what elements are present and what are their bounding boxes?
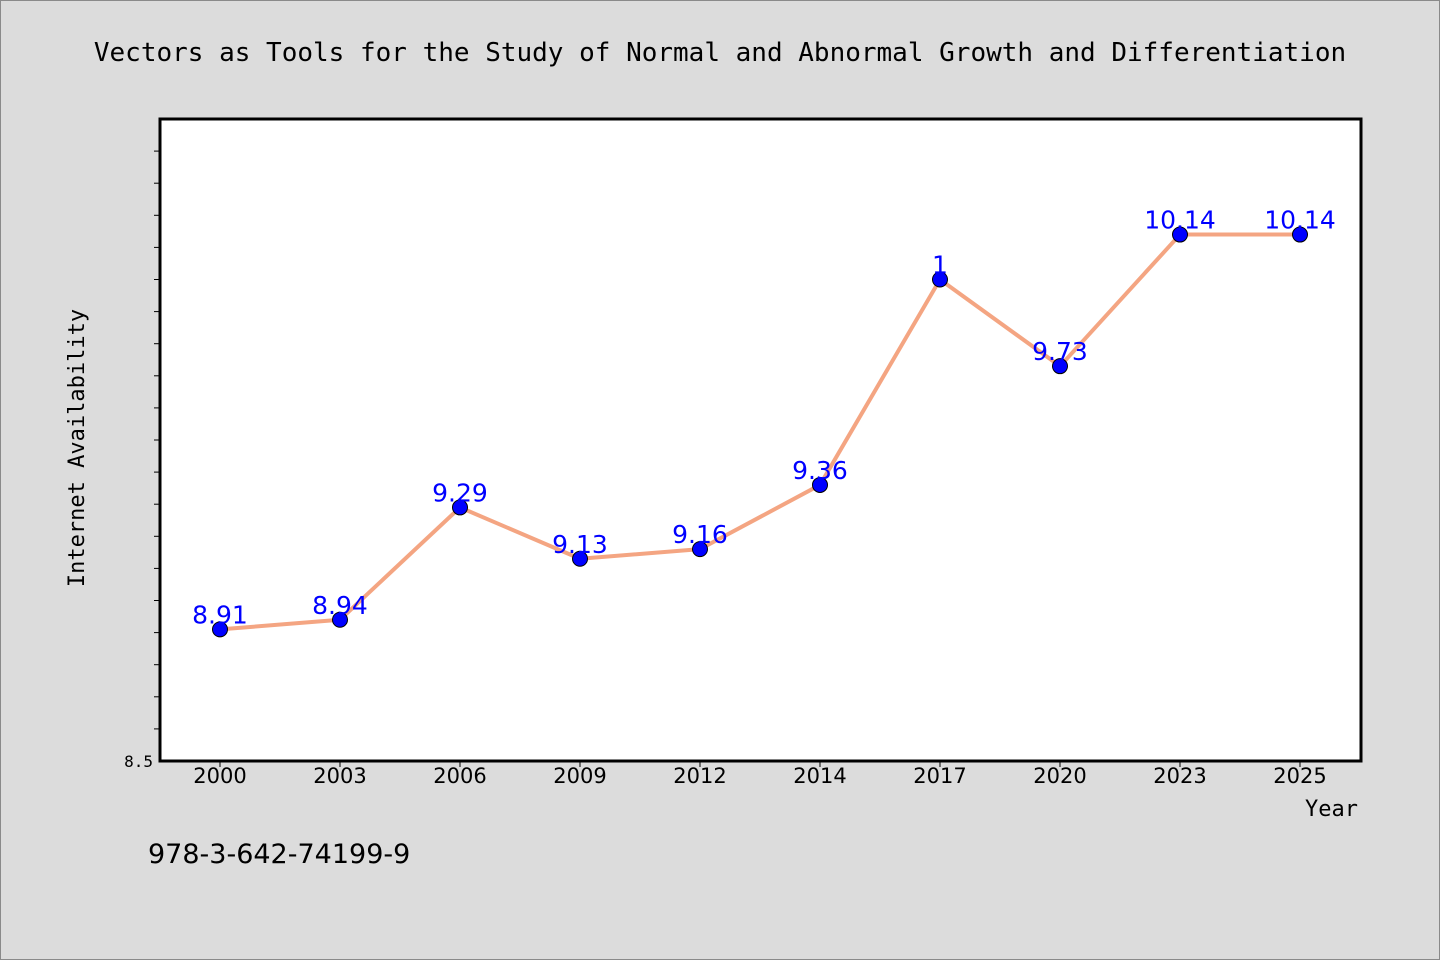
data-point-marker <box>332 611 348 628</box>
x-tick-label: 2025 <box>1273 764 1326 788</box>
x-tick-label: 2003 <box>313 764 366 788</box>
data-point-marker <box>572 550 588 567</box>
data-value-label: 9.73 <box>1032 337 1088 366</box>
data-value-label: 8.91 <box>192 600 248 629</box>
x-tick-label: 2000 <box>193 764 246 788</box>
data-point-marker <box>692 541 708 558</box>
x-tick-label: 2014 <box>793 764 846 788</box>
x-axis-tick-labels: 2000 2003 2006 2009 2012 2014 2017 2020 2023 2025 <box>193 764 1326 788</box>
x-tick-label: 2006 <box>433 764 486 788</box>
x-tick-label: 2009 <box>553 764 606 788</box>
x-tick-label: 2020 <box>1033 764 1086 788</box>
isbn-label: 978-3-642-74199-9 <box>148 839 410 870</box>
data-point-marker <box>1292 226 1308 243</box>
data-labels: 8.91 8.94 9.29 9.13 9.16 9.36 1 9.73 10.14 10.14 <box>192 206 1336 630</box>
chart-title: Vectors as Tools for the Study of Normal… <box>94 38 1346 68</box>
data-value-label: 1 <box>932 251 948 280</box>
data-value-label: 9.29 <box>432 478 488 507</box>
series-line <box>219 232 1300 632</box>
data-point-marker <box>1172 226 1188 243</box>
data-value-label: 9.36 <box>792 456 848 485</box>
y-axis-ticks <box>154 150 160 730</box>
x-tick-label: 2012 <box>673 764 726 788</box>
series-markers <box>212 226 1308 638</box>
y-tick-label: 8.5 <box>124 752 153 771</box>
data-value-label: 8.94 <box>312 591 368 620</box>
data-value-label: 9.13 <box>552 530 608 559</box>
data-value-label: 10.14 <box>1144 206 1216 235</box>
data-point-marker <box>932 271 948 288</box>
x-axis-ticks <box>219 761 1301 767</box>
data-point-marker <box>212 621 228 638</box>
plot-area <box>158 117 1363 763</box>
data-point-marker <box>812 476 828 493</box>
data-value-label: 10.14 <box>1264 206 1336 235</box>
x-tick-label: 2023 <box>1153 764 1206 788</box>
data-point-marker <box>1052 358 1068 375</box>
y-axis-label: Internet Availability <box>65 309 90 587</box>
x-tick-label: 2017 <box>913 764 966 788</box>
data-point-marker <box>452 499 468 516</box>
data-value-label: 9.16 <box>672 520 728 549</box>
x-axis-label: Year <box>1305 797 1358 822</box>
